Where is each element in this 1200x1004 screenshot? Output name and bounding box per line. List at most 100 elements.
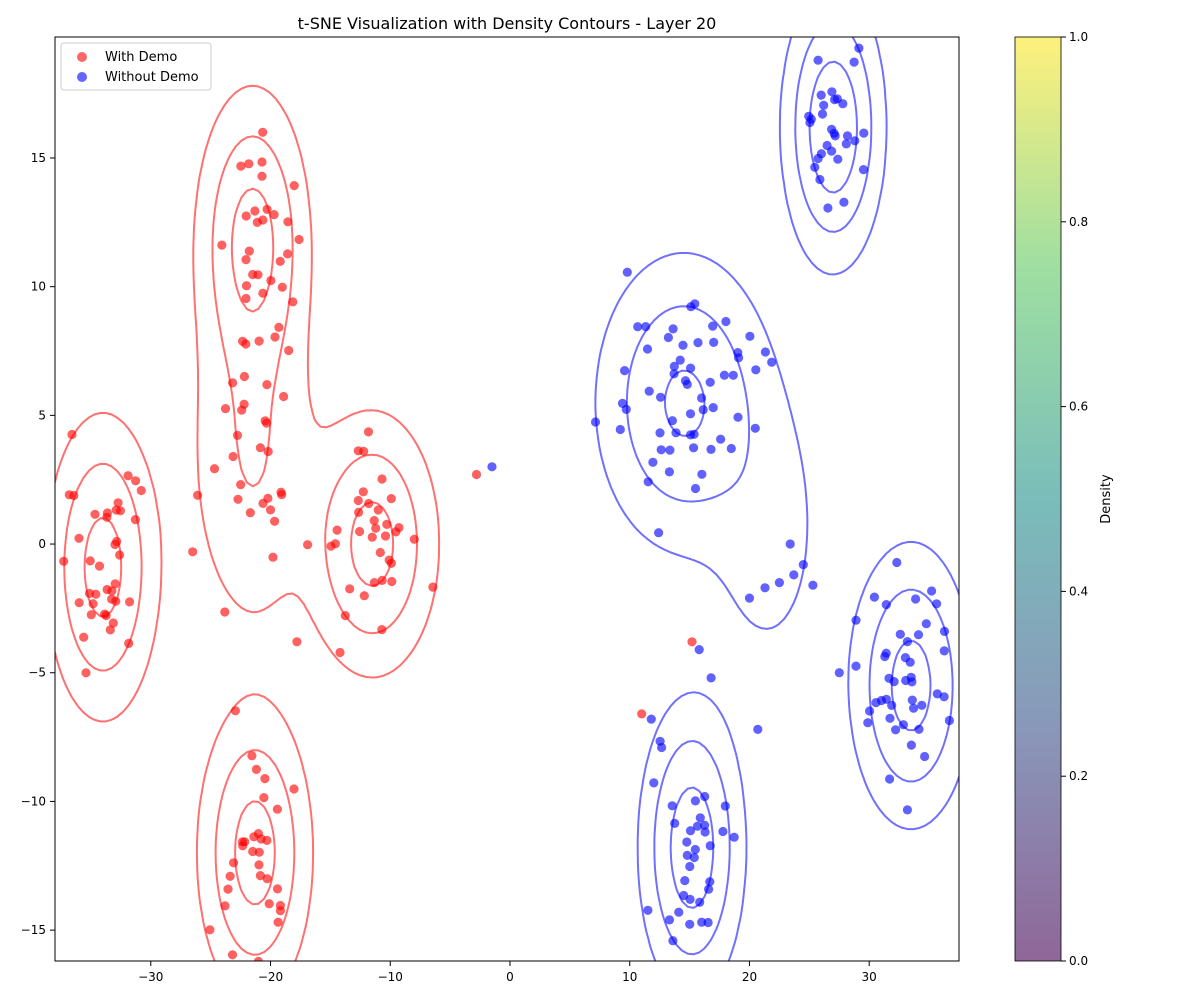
scatter-point — [590, 417, 601, 427]
scatter-point — [813, 55, 823, 65]
scatter-point — [354, 507, 364, 517]
scatter-point — [656, 445, 666, 455]
scatter-point — [289, 181, 299, 191]
scatter-point — [241, 255, 251, 265]
scatter-point — [823, 203, 833, 213]
y-tick-label: 10 — [31, 280, 46, 294]
scatter-point — [387, 576, 397, 587]
scatter-point — [750, 423, 760, 433]
scatter-point — [745, 331, 755, 341]
colorbar-tick-label: 1.0 — [1069, 30, 1088, 44]
density-contour-line — [594, 37, 959, 961]
colorbar: 0.0 0.2 0.4 0.6 0.8 1.0 Density — [1014, 30, 1114, 968]
scatter-point — [69, 490, 79, 501]
scatter-point — [258, 288, 268, 298]
scatter-point — [670, 818, 680, 829]
scatter-point — [386, 558, 396, 568]
scatter-point — [394, 523, 404, 533]
scatter-points — [59, 43, 955, 998]
scatter-point — [275, 256, 285, 266]
scatter-point — [264, 899, 274, 909]
scatter-point — [914, 724, 924, 734]
scatter-point — [90, 509, 100, 519]
scatter-point — [700, 827, 710, 837]
scatter-point — [193, 490, 203, 500]
scatter-point — [669, 361, 679, 371]
scatter-point — [830, 131, 840, 141]
scatter-point — [263, 493, 273, 503]
scatter-point — [254, 336, 264, 346]
scatter-point — [277, 490, 287, 500]
scatter-point — [695, 897, 705, 907]
scatter-point — [279, 391, 289, 402]
scatter-point — [330, 539, 340, 549]
scatter-point — [217, 240, 227, 250]
scatter-point — [705, 841, 715, 851]
scatter-point — [258, 215, 268, 225]
scatter-point — [703, 917, 713, 928]
scatter-point — [817, 109, 828, 119]
scatter-point — [690, 299, 700, 309]
scatter-point — [718, 826, 728, 837]
scatter-point — [744, 593, 755, 603]
scatter-point — [363, 427, 374, 437]
scatter-point — [67, 429, 77, 440]
scatter-point — [789, 570, 799, 580]
x-tick-label: 0 — [506, 970, 514, 984]
scatter-point — [686, 363, 696, 373]
x-axis: −30 −20 −10 0 10 20 30 — [138, 961, 877, 984]
scatter-point — [111, 596, 121, 606]
scatter-point — [682, 837, 692, 847]
scatter-point — [262, 380, 272, 390]
scatter-point — [364, 498, 374, 509]
scatter-point — [669, 369, 679, 379]
scatter-point — [642, 344, 653, 354]
scatter-point — [377, 575, 387, 586]
scatter-point — [895, 629, 905, 639]
scatter-point — [704, 884, 714, 894]
y-tick-label: 15 — [31, 151, 46, 165]
scatter-point — [729, 832, 739, 842]
scatter-point — [804, 111, 814, 121]
scatter-point — [907, 695, 917, 705]
x-tick-label: −10 — [378, 970, 403, 984]
scatter-point — [359, 591, 369, 601]
scatter-point — [86, 610, 96, 620]
scatter-point — [932, 689, 942, 699]
scatter-point — [689, 852, 699, 863]
scatter-point — [913, 630, 924, 640]
scatter-point — [693, 338, 703, 348]
scatter-point — [228, 451, 238, 462]
scatter-point — [250, 989, 259, 998]
scatter-point — [892, 557, 902, 568]
scatter-point — [274, 322, 284, 332]
scatter-point — [239, 399, 249, 409]
scatter-point — [244, 246, 254, 256]
scatter-point — [622, 267, 632, 277]
scatter-point — [911, 594, 921, 604]
scatter-point — [838, 99, 848, 109]
scatter-point — [409, 534, 419, 544]
scatter-point — [241, 281, 252, 291]
scatter-point — [257, 171, 267, 181]
scatter-point — [105, 625, 115, 635]
scatter-point — [680, 376, 691, 386]
scatter-point — [833, 154, 843, 164]
scatter-point — [858, 165, 869, 175]
scatter-point — [863, 718, 873, 728]
scatter-point — [275, 900, 285, 911]
scatter-point — [697, 393, 707, 403]
scatter-point — [386, 494, 396, 504]
scatter-point — [102, 512, 112, 522]
scatter-point — [220, 901, 230, 911]
scatter-point — [753, 724, 763, 735]
scatter-point — [232, 430, 243, 440]
scatter-point — [257, 157, 267, 167]
scatter-point — [238, 841, 248, 851]
scatter-point — [932, 599, 942, 609]
scatter-point — [685, 919, 695, 929]
scatter-point — [850, 136, 860, 146]
scatter-point — [648, 457, 658, 467]
